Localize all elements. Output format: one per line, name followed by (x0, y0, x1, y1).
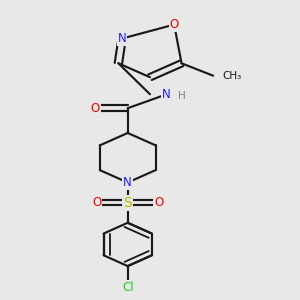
Text: O: O (90, 102, 100, 115)
Text: N: N (162, 88, 171, 101)
Text: H: H (178, 91, 186, 100)
Text: CH₃: CH₃ (222, 71, 242, 81)
Text: N: N (123, 176, 132, 189)
Text: O: O (169, 18, 179, 31)
Text: O: O (154, 196, 163, 209)
Text: O: O (92, 196, 101, 209)
Text: S: S (123, 196, 132, 210)
Text: Cl: Cl (122, 281, 134, 294)
Text: N: N (118, 32, 127, 45)
